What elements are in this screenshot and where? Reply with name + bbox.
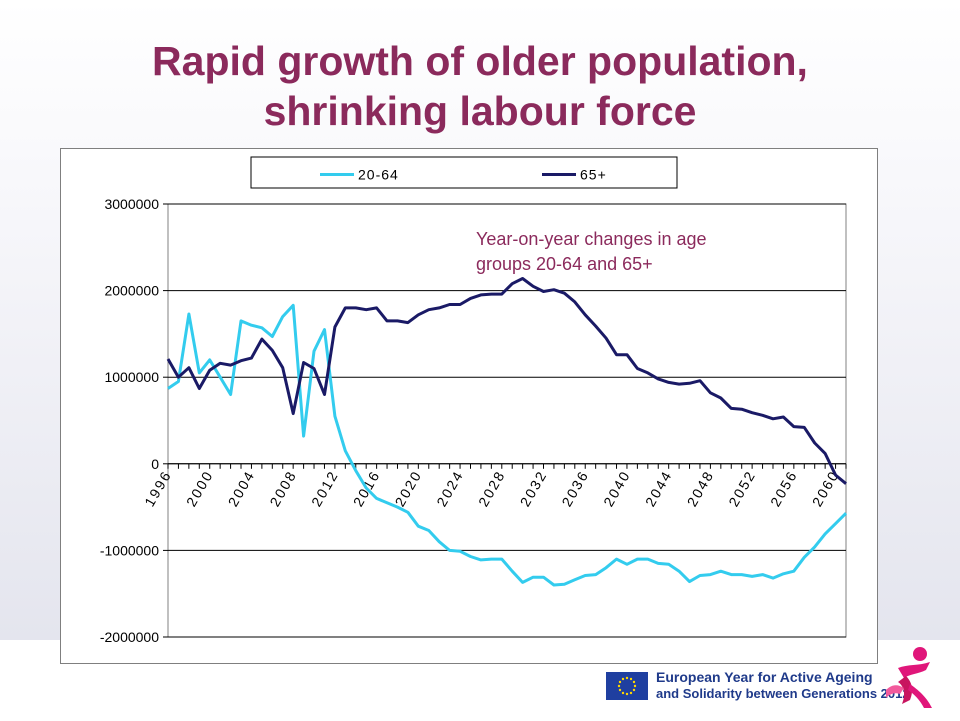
legend-label-65+: 65+ [580, 167, 607, 183]
chart-frame [60, 148, 878, 664]
x-tick-label: 2012 [308, 467, 341, 509]
x-tick-label: 2008 [266, 467, 299, 509]
logo-text-line2: and Solidarity between Generations 2012 [656, 686, 910, 701]
slide-title-line2: shrinking labour force [263, 88, 697, 134]
slide-title-line1: Rapid growth of older population, [152, 38, 808, 84]
series-line-65+ [166, 277, 847, 485]
x-tick-label: 2020 [392, 467, 425, 509]
legend-label-20-64: 20-64 [358, 167, 399, 183]
x-tick-label: 2040 [600, 467, 633, 509]
y-tick-label: 2000000 [104, 283, 159, 299]
y-tick-label: -2000000 [100, 629, 159, 645]
x-tick-label: 2004 [225, 467, 258, 509]
eyaa-2012-logo: European Year for Active Ageing and Soli… [606, 664, 910, 704]
legend-box [250, 156, 678, 189]
x-tick-label: 2024 [433, 467, 466, 509]
active-ageing-figure-icon [878, 644, 940, 716]
x-tick-label: 2044 [642, 467, 675, 509]
x-tick-label: 2032 [517, 467, 550, 509]
chart-annotation-line: Year-on-year changes in age [476, 229, 707, 249]
x-tick-label: 2060 [809, 467, 842, 509]
x-tick-label: 2056 [767, 467, 800, 509]
x-tick-label: 2000 [183, 467, 216, 509]
series-line-20-64 [167, 303, 848, 587]
chart-annotation-line: groups 20-64 and 65+ [476, 254, 653, 274]
x-tick-label: 1996 [141, 467, 174, 509]
y-tick-label: 1000000 [104, 369, 159, 385]
slide-title: Rapid growth of older population, shrink… [0, 36, 960, 136]
logo-text-line1: European Year for Active Ageing [656, 669, 873, 685]
y-tick-label: -1000000 [100, 542, 159, 558]
eu-flag-icon [606, 672, 648, 700]
y-tick-label: 3000000 [104, 196, 159, 212]
x-tick-label: 2028 [475, 467, 508, 509]
x-tick-label: 2052 [725, 467, 758, 509]
x-tick-label: 2036 [558, 467, 591, 509]
y-tick-label: 0 [151, 456, 159, 472]
x-tick-label: 2048 [684, 467, 717, 509]
